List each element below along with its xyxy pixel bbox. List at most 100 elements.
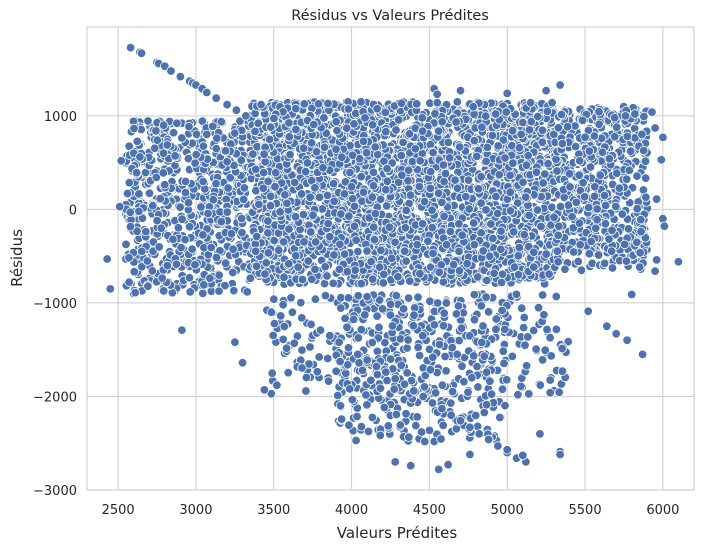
- scatter-point: [516, 129, 526, 140]
- scatter-point: [427, 222, 438, 233]
- scatter-point: [121, 239, 131, 250]
- scatter-point: [384, 222, 395, 232]
- scatter-point: [293, 262, 303, 272]
- scatter-point: [600, 219, 611, 229]
- scatter-point: [250, 126, 260, 137]
- scatter-point: [143, 116, 153, 126]
- scatter-point: [259, 167, 269, 178]
- scatter-point: [552, 166, 562, 176]
- scatter-point: [434, 339, 445, 350]
- scatter-point: [610, 132, 620, 142]
- scatter-point: [301, 166, 311, 177]
- scatter-point: [298, 209, 309, 220]
- scatter-point: [438, 321, 449, 331]
- scatter-point: [505, 187, 515, 197]
- scatter-point: [203, 208, 213, 219]
- scatter-point: [226, 229, 237, 239]
- scatter-point: [590, 182, 600, 192]
- scatter-point: [242, 287, 252, 297]
- scatter-point: [641, 173, 651, 183]
- scatter-point: [351, 435, 361, 446]
- scatter-point: [267, 368, 277, 378]
- scatter-point: [191, 129, 202, 140]
- scatter-point: [541, 249, 551, 259]
- scatter-point: [148, 200, 158, 211]
- scatter-point: [485, 376, 495, 386]
- scatter-point: [307, 274, 317, 285]
- scatter-point: [536, 221, 546, 232]
- scatter-point: [414, 350, 425, 361]
- scatter-point: [211, 178, 221, 189]
- scatter-point: [250, 246, 261, 257]
- scatter-point: [198, 288, 208, 299]
- scatter-point: [318, 163, 328, 173]
- scatter-point: [413, 292, 423, 303]
- scatter-point: [477, 337, 487, 348]
- scatter-point: [518, 177, 528, 188]
- scatter-point: [362, 400, 372, 410]
- scatter-point: [487, 130, 498, 141]
- scatter-point: [360, 113, 370, 123]
- scatter-point: [305, 342, 315, 352]
- scatter-point: [614, 183, 625, 193]
- scatter-point: [396, 98, 407, 109]
- scatter-point: [494, 170, 505, 180]
- scatter-point: [514, 143, 525, 153]
- scatter-point: [433, 188, 444, 199]
- scatter-point: [622, 131, 633, 142]
- scatter-point: [366, 256, 376, 267]
- scatter-point: [259, 149, 269, 159]
- scatter-point: [495, 412, 505, 423]
- scatter-point: [524, 210, 534, 221]
- scatter-point: [537, 137, 548, 148]
- scatter-point: [481, 111, 491, 121]
- scatter-point: [607, 263, 618, 273]
- scatter-point: [180, 234, 190, 245]
- scatter-point: [284, 118, 294, 128]
- scatter-point: [426, 166, 436, 177]
- scatter-point: [291, 251, 301, 261]
- scatter-point: [377, 304, 388, 314]
- scatter-point: [469, 289, 480, 300]
- scatter-point: [151, 126, 161, 136]
- scatter-point: [290, 177, 300, 188]
- scatter-point: [299, 99, 310, 109]
- scatter-point: [586, 236, 596, 247]
- scatter-point: [523, 150, 533, 161]
- scatter-point: [469, 218, 479, 228]
- scatter-point: [383, 421, 394, 431]
- scatter-point: [379, 402, 390, 413]
- scatter-point: [124, 177, 135, 188]
- scatter-point: [260, 269, 270, 279]
- scatter-point: [125, 207, 136, 218]
- scatter-point: [450, 175, 460, 185]
- scatter-point: [552, 246, 563, 256]
- scatter-point: [208, 194, 219, 205]
- scatter-point: [405, 190, 416, 200]
- scatter-point: [302, 158, 313, 168]
- scatter-point: [335, 401, 346, 411]
- scatter-point: [593, 250, 604, 260]
- scatter-point: [560, 264, 570, 275]
- scatter-point: [481, 205, 491, 215]
- scatter-point: [229, 128, 240, 138]
- scatter-point: [496, 244, 506, 255]
- scatter-point: [540, 169, 550, 179]
- scatter-point: [611, 201, 621, 212]
- scatter-point: [477, 122, 487, 132]
- scatter-point: [238, 194, 249, 205]
- scatter-point: [472, 421, 483, 432]
- scatter-point: [314, 352, 324, 362]
- scatter-point: [196, 202, 206, 212]
- scatter-point: [348, 194, 358, 204]
- scatter-point: [331, 144, 341, 155]
- scatter-point: [263, 248, 274, 258]
- scatter-point: [347, 150, 358, 161]
- scatter-point: [220, 146, 231, 156]
- scatter-point: [401, 205, 411, 216]
- scatter-point: [639, 111, 649, 122]
- scatter-point: [519, 312, 530, 323]
- scatter-point: [486, 219, 496, 229]
- scatter-point: [296, 189, 307, 199]
- scatter-point: [537, 125, 548, 136]
